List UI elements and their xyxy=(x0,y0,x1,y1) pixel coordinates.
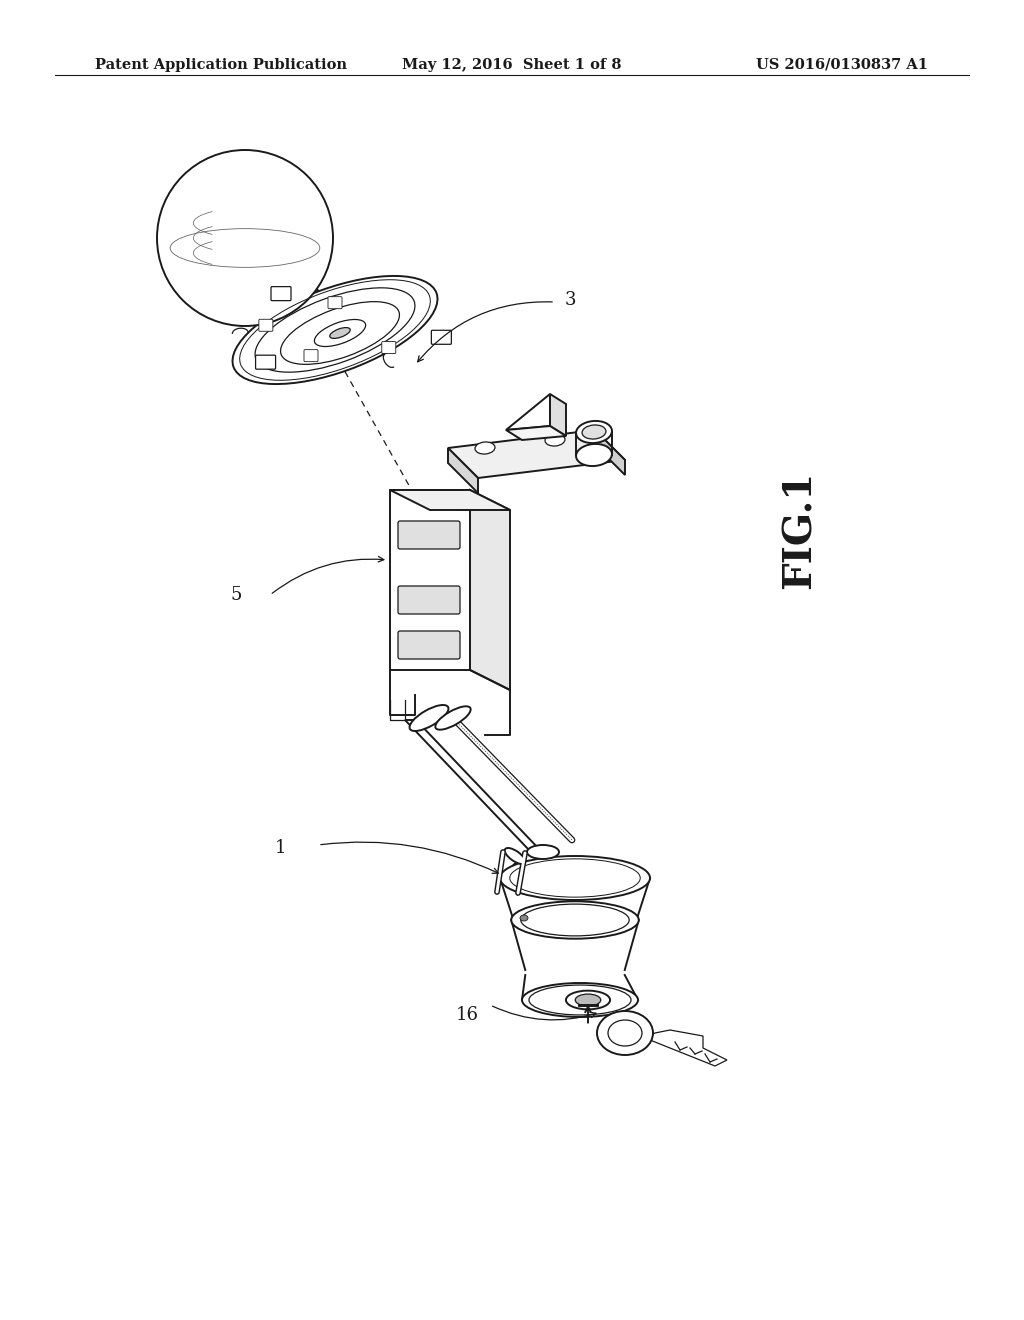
FancyBboxPatch shape xyxy=(256,355,275,370)
FancyBboxPatch shape xyxy=(398,586,460,614)
FancyBboxPatch shape xyxy=(431,330,452,345)
Polygon shape xyxy=(595,430,625,475)
Text: Patent Application Publication: Patent Application Publication xyxy=(95,58,347,73)
Ellipse shape xyxy=(520,915,528,921)
Ellipse shape xyxy=(582,425,606,440)
Ellipse shape xyxy=(577,444,612,466)
Ellipse shape xyxy=(435,706,471,730)
Ellipse shape xyxy=(157,150,333,326)
FancyBboxPatch shape xyxy=(304,350,318,362)
Text: 16: 16 xyxy=(456,1006,478,1024)
Ellipse shape xyxy=(522,983,638,1016)
Ellipse shape xyxy=(527,845,559,859)
Ellipse shape xyxy=(545,434,565,446)
Text: May 12, 2016  Sheet 1 of 8: May 12, 2016 Sheet 1 of 8 xyxy=(402,58,622,73)
Ellipse shape xyxy=(232,276,437,384)
Ellipse shape xyxy=(255,288,415,372)
Polygon shape xyxy=(449,447,478,492)
FancyBboxPatch shape xyxy=(398,521,460,549)
Ellipse shape xyxy=(575,994,601,1006)
Ellipse shape xyxy=(314,319,366,347)
Polygon shape xyxy=(506,393,550,430)
Ellipse shape xyxy=(597,1011,653,1055)
Polygon shape xyxy=(390,490,470,671)
Text: US 2016/0130837 A1: US 2016/0130837 A1 xyxy=(756,58,928,73)
Ellipse shape xyxy=(505,847,525,865)
Ellipse shape xyxy=(511,902,639,939)
Ellipse shape xyxy=(410,705,449,731)
Polygon shape xyxy=(506,426,566,440)
FancyBboxPatch shape xyxy=(382,342,396,354)
Polygon shape xyxy=(470,490,510,690)
Ellipse shape xyxy=(330,327,350,338)
Polygon shape xyxy=(449,430,625,478)
Ellipse shape xyxy=(475,442,495,454)
Polygon shape xyxy=(390,490,510,510)
Ellipse shape xyxy=(281,302,399,364)
FancyBboxPatch shape xyxy=(271,286,291,301)
Text: 3: 3 xyxy=(565,290,577,309)
FancyBboxPatch shape xyxy=(259,319,272,331)
Ellipse shape xyxy=(608,1020,642,1045)
Text: 5: 5 xyxy=(230,586,242,605)
Ellipse shape xyxy=(566,990,610,1010)
Polygon shape xyxy=(550,393,566,436)
Ellipse shape xyxy=(577,421,612,444)
Ellipse shape xyxy=(500,855,650,900)
Polygon shape xyxy=(645,1030,727,1067)
Text: FIG.1: FIG.1 xyxy=(781,471,819,589)
Polygon shape xyxy=(406,719,540,850)
FancyBboxPatch shape xyxy=(398,631,460,659)
Text: 1: 1 xyxy=(275,840,287,857)
FancyBboxPatch shape xyxy=(328,297,342,309)
